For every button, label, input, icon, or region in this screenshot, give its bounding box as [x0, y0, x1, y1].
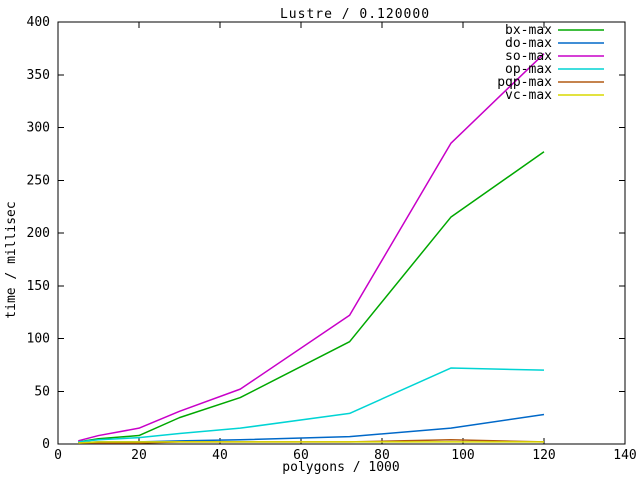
y-tick-label: 0	[42, 437, 50, 452]
legend-label-do-max: do-max	[505, 36, 552, 51]
series-line-so-max	[78, 53, 545, 442]
x-tick-label: 80	[374, 448, 390, 463]
x-tick-label: 40	[212, 448, 228, 463]
legend-label-so-max: so-max	[505, 49, 552, 64]
legend-label-bx-max: bx-max	[505, 23, 552, 38]
chart-title: Lustre / 0.120000	[280, 7, 430, 22]
y-tick-label: 100	[27, 332, 50, 347]
x-tick-label: 140	[613, 448, 636, 463]
series-line-vc-max	[78, 441, 544, 444]
legend-label-op-max: op-max	[505, 62, 552, 77]
y-tick-label: 300	[27, 121, 50, 136]
y-tick-label: 350	[27, 68, 50, 83]
x-tick-label: 0	[54, 448, 62, 463]
legend-label-pqp-max: pqp-max	[497, 75, 552, 90]
y-tick-label: 250	[27, 173, 50, 188]
x-tick-label: 60	[293, 448, 309, 463]
x-axis-label: polygons / 1000	[282, 460, 399, 475]
x-tick-label: 120	[532, 448, 555, 463]
legend-label-vc-max: vc-max	[505, 88, 552, 103]
y-tick-label: 150	[27, 279, 50, 294]
axes: 0 20 40 60 80 100 120 140 0 50 100 150 200 250 300 350 4…	[27, 15, 637, 463]
series-line-bx-max	[78, 151, 545, 443]
data-series	[78, 53, 545, 444]
y-tick-label: 400	[27, 15, 50, 30]
x-tick-label: 100	[451, 448, 474, 463]
y-axis-label: time / millisec	[4, 201, 19, 318]
x-tick-label: 20	[131, 448, 147, 463]
y-tick-label: 200	[27, 226, 50, 241]
y-tick-label: 50	[34, 384, 50, 399]
series-line-op-max	[78, 367, 545, 443]
